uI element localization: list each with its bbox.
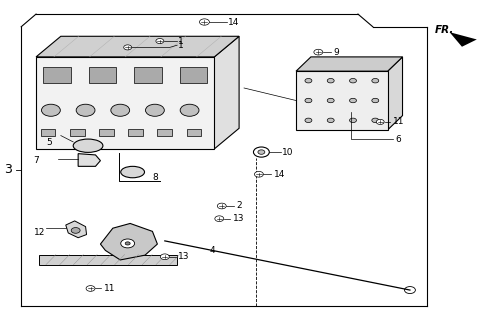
Circle shape bbox=[86, 286, 95, 291]
Bar bbox=[70, 129, 85, 136]
Circle shape bbox=[125, 242, 130, 245]
Polygon shape bbox=[66, 221, 87, 238]
Circle shape bbox=[305, 78, 312, 83]
Text: 13: 13 bbox=[178, 252, 190, 261]
Polygon shape bbox=[450, 32, 477, 47]
Circle shape bbox=[253, 147, 269, 157]
Text: 3: 3 bbox=[4, 163, 12, 176]
Text: 6: 6 bbox=[395, 135, 401, 144]
Circle shape bbox=[305, 98, 312, 103]
Bar bbox=[157, 129, 172, 136]
Text: 1: 1 bbox=[178, 36, 184, 45]
Polygon shape bbox=[36, 36, 239, 57]
Bar bbox=[36, 57, 214, 149]
Text: 13: 13 bbox=[233, 214, 244, 223]
Circle shape bbox=[305, 118, 312, 123]
Text: 14: 14 bbox=[228, 18, 239, 27]
Ellipse shape bbox=[121, 166, 144, 178]
Ellipse shape bbox=[73, 139, 103, 152]
Text: 8: 8 bbox=[152, 173, 158, 182]
Polygon shape bbox=[78, 154, 101, 166]
Text: 12: 12 bbox=[33, 228, 45, 237]
Circle shape bbox=[41, 104, 60, 116]
Text: 9: 9 bbox=[333, 48, 339, 57]
Circle shape bbox=[76, 104, 95, 116]
Circle shape bbox=[372, 118, 379, 123]
Text: FR.: FR. bbox=[435, 25, 454, 35]
Text: 5: 5 bbox=[46, 138, 52, 147]
Circle shape bbox=[121, 239, 134, 248]
Circle shape bbox=[111, 104, 129, 116]
Polygon shape bbox=[296, 57, 402, 71]
Circle shape bbox=[327, 78, 334, 83]
Text: 1: 1 bbox=[178, 41, 184, 50]
Circle shape bbox=[372, 78, 379, 83]
Circle shape bbox=[258, 150, 265, 154]
Circle shape bbox=[200, 19, 209, 25]
Circle shape bbox=[314, 49, 323, 55]
Circle shape bbox=[145, 104, 164, 116]
Polygon shape bbox=[214, 36, 239, 149]
Bar bbox=[40, 129, 55, 136]
Polygon shape bbox=[387, 57, 402, 130]
Circle shape bbox=[350, 98, 357, 103]
Circle shape bbox=[376, 119, 384, 124]
Circle shape bbox=[254, 172, 263, 177]
Circle shape bbox=[327, 118, 334, 123]
Circle shape bbox=[215, 216, 224, 221]
Bar bbox=[89, 68, 116, 83]
Polygon shape bbox=[101, 223, 157, 260]
Polygon shape bbox=[38, 254, 177, 265]
Circle shape bbox=[180, 104, 199, 116]
Bar bbox=[128, 129, 143, 136]
Text: 7: 7 bbox=[33, 156, 39, 165]
Bar bbox=[134, 68, 161, 83]
Circle shape bbox=[372, 98, 379, 103]
Circle shape bbox=[217, 203, 226, 209]
Circle shape bbox=[124, 45, 131, 50]
Bar bbox=[187, 129, 202, 136]
Circle shape bbox=[156, 38, 164, 44]
Bar bbox=[43, 68, 71, 83]
Circle shape bbox=[404, 287, 415, 293]
Bar bbox=[99, 129, 114, 136]
Circle shape bbox=[350, 78, 357, 83]
Text: 11: 11 bbox=[392, 117, 404, 126]
Text: 14: 14 bbox=[274, 170, 285, 179]
Circle shape bbox=[71, 228, 80, 233]
Text: 11: 11 bbox=[104, 284, 116, 293]
Circle shape bbox=[160, 254, 169, 260]
Circle shape bbox=[350, 118, 357, 123]
Circle shape bbox=[327, 98, 334, 103]
Text: 4: 4 bbox=[209, 246, 215, 255]
Text: 2: 2 bbox=[237, 202, 242, 211]
Bar bbox=[296, 71, 387, 130]
Text: 10: 10 bbox=[282, 148, 294, 156]
Bar bbox=[180, 68, 207, 83]
